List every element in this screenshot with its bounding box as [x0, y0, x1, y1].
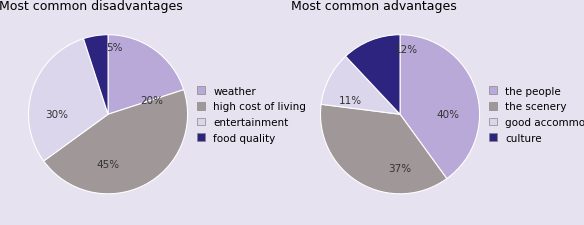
- Wedge shape: [346, 36, 400, 115]
- Text: 45%: 45%: [96, 159, 120, 169]
- Wedge shape: [321, 57, 400, 115]
- Wedge shape: [321, 105, 447, 194]
- Text: 30%: 30%: [45, 110, 68, 120]
- Wedge shape: [44, 90, 187, 194]
- Legend: the people, the scenery, good accommodation, culture: the people, the scenery, good accommodat…: [489, 86, 584, 143]
- Wedge shape: [108, 36, 184, 115]
- Text: 20%: 20%: [140, 96, 164, 106]
- Text: 5%: 5%: [106, 43, 123, 52]
- Text: 12%: 12%: [395, 45, 418, 55]
- Text: Most common advantages: Most common advantages: [291, 0, 457, 13]
- Wedge shape: [84, 36, 108, 115]
- Text: 40%: 40%: [436, 110, 459, 120]
- Wedge shape: [400, 36, 479, 179]
- Legend: weather, high cost of living, entertainment, food quality: weather, high cost of living, entertainm…: [197, 86, 307, 143]
- Text: 11%: 11%: [339, 96, 362, 106]
- Text: Most common disadvantages: Most common disadvantages: [0, 0, 182, 13]
- Wedge shape: [29, 39, 108, 161]
- Text: 37%: 37%: [388, 164, 412, 173]
